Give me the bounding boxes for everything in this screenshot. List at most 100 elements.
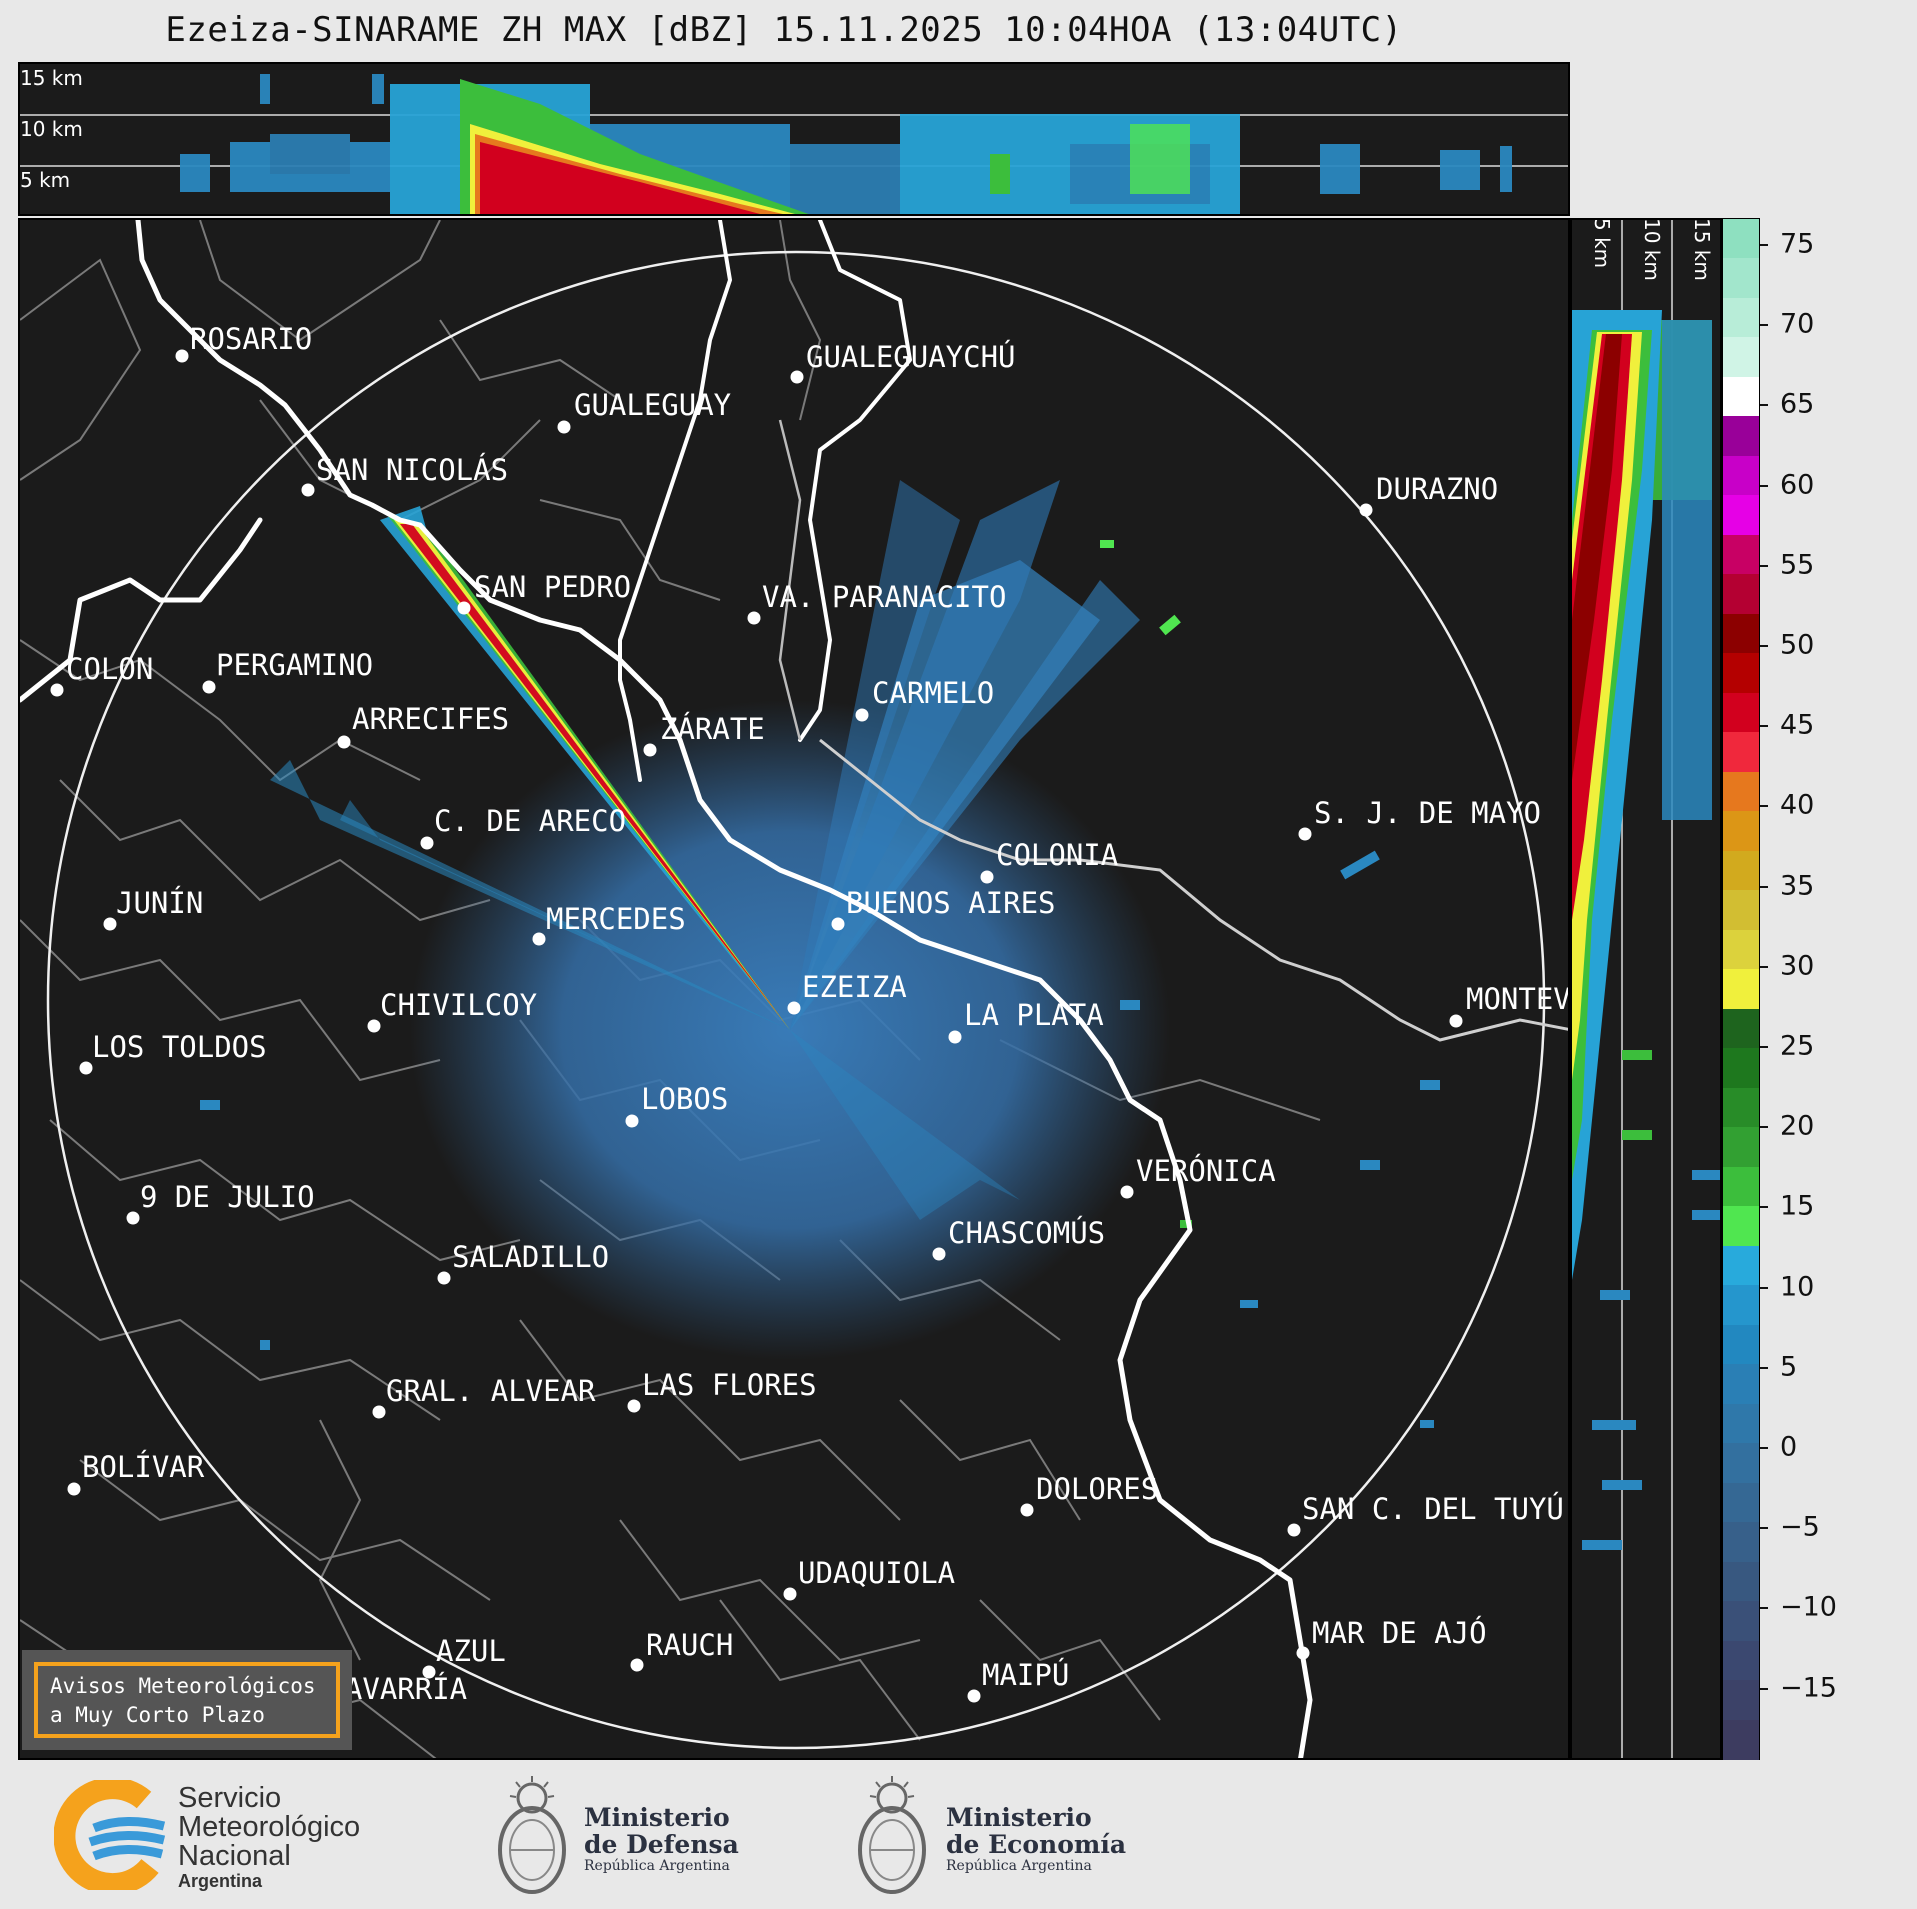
smn-logo-text: Servicio Meteorológico Nacional Argentin… <box>178 1784 360 1892</box>
city-label-udaquiola: UDAQUIOLA <box>798 1556 956 1590</box>
top-height-cross-section: 15 km 10 km 5 km <box>18 62 1570 216</box>
colorbar-tick-label: 10 <box>1780 1271 1815 1303</box>
city-dot-gral-alvear <box>372 1405 386 1419</box>
colorbar-tick <box>1760 1046 1768 1048</box>
colorbar-segment <box>1723 1601 1759 1642</box>
city-label-chivilcoy: CHIVILCOY <box>380 988 538 1022</box>
city-label-arrecifes: ARRECIFES <box>352 702 510 736</box>
city-label-saladillo: SALADILLO <box>452 1240 610 1274</box>
side-section-plot <box>1572 220 1720 1758</box>
colorbar-tick-label: 0 <box>1780 1431 1798 1463</box>
colorbar-segment <box>1723 1206 1759 1247</box>
city-label-rauch: RAUCH <box>646 1628 734 1662</box>
colorbar-tick-label: −5 <box>1780 1511 1820 1543</box>
colorbar-segment <box>1723 258 1759 299</box>
radar-map[interactable]: ROSARIO GUALEGUAYCHÚ GUALEGUAY SAN NICOL… <box>18 218 1570 1760</box>
economia-emblem-icon <box>858 1776 926 1894</box>
city-label-carmelo: CARMELO <box>872 676 995 710</box>
city-dot-9-de-julio <box>126 1211 140 1225</box>
top-height-label-5: 5 km <box>20 168 71 192</box>
city-dot-mercedes <box>532 932 546 946</box>
smn-line-1: Servicio <box>178 1782 282 1814</box>
colorbar-segment <box>1723 850 1759 891</box>
radar-map-svg <box>20 220 1568 1758</box>
colorbar-segment <box>1723 653 1759 694</box>
colorbar-segment <box>1723 297 1759 339</box>
city-dot-ezeiza <box>787 1001 801 1015</box>
city-label-san-nicolas: SAN NICOLÁS <box>316 453 509 487</box>
colorbar-tick <box>1760 1126 1768 1129</box>
city-label-los-toldos: LOS TOLDOS <box>92 1030 267 1064</box>
city-dot-carmelo <box>855 708 869 722</box>
colorbar-segment <box>1723 1285 1759 1326</box>
colorbar-tick <box>1760 324 1768 327</box>
warning-line-2: a Muy Corto Plazo <box>50 1703 265 1727</box>
colorbar-segment <box>1723 1482 1759 1523</box>
city-label-durazno: DURAZNO <box>1376 472 1499 506</box>
colorbar-tick <box>1760 1206 1768 1209</box>
city-label-c-de-areco: C. DE ARECO <box>434 804 627 838</box>
side-height-label-5: 5 km <box>1590 218 1614 269</box>
city-label-ezeiza: EZEIZA <box>802 970 907 1004</box>
city-label-las-flores: LAS FLORES <box>642 1368 817 1402</box>
city-label-la-plata: LA PLATA <box>964 998 1104 1032</box>
chart-title: Ezeiza-SINARAME ZH MAX [dBZ] 15.11.2025 … <box>165 10 1403 50</box>
colorbar-tick <box>1760 564 1768 567</box>
city-dot-bolivar <box>67 1482 81 1496</box>
defensa-emblem-icon <box>498 1776 566 1894</box>
city-dot-durazno <box>1359 503 1373 517</box>
city-dot-montevideo <box>1449 1014 1463 1028</box>
city-dot-pergamino <box>202 680 216 694</box>
city-dot-rosario <box>175 349 189 363</box>
colorbar-tick-label: 65 <box>1780 388 1815 420</box>
radar-echoes <box>200 480 1440 1428</box>
colorbar-tick-label: 40 <box>1780 789 1815 821</box>
warning-box-inner: Avisos Meteorológicos a Muy Corto Plazo <box>34 1662 340 1738</box>
economia-line-1: Ministerio <box>946 1803 1092 1832</box>
city-dot-san-nicolas <box>301 483 315 497</box>
colorbar-tick-label: −15 <box>1780 1672 1837 1704</box>
city-dot-junin <box>103 917 117 931</box>
city-label-san-c-del-tuyu: SAN C. DEL TUYÚ <box>1302 1492 1564 1526</box>
economia-logo-text: Ministerio de Economía República Argenti… <box>946 1804 1126 1874</box>
top-section-plot <box>20 74 1568 214</box>
city-dot-gualeguaychu <box>790 370 804 384</box>
colorbar-tick <box>1760 1527 1768 1530</box>
city-dot-las-flores <box>627 1399 641 1413</box>
city-label-rosario: ROSARIO <box>190 322 313 356</box>
city-label-montevideo: MONTEV <box>1466 982 1570 1016</box>
city-label-lobos: LOBOS <box>641 1082 729 1116</box>
colorbar-segment <box>1723 376 1759 418</box>
colorbar-tick <box>1760 1447 1768 1449</box>
top-height-label-10: 10 km <box>20 117 83 141</box>
colorbar-tick <box>1760 885 1768 888</box>
colorbar-segment <box>1723 1680 1759 1721</box>
city-dot-maipu <box>967 1689 981 1703</box>
smn-line-3: Nacional <box>178 1840 291 1872</box>
colorbar-segment <box>1723 495 1759 536</box>
defensa-line-3: República Argentina <box>584 1858 730 1874</box>
colorbar-segment <box>1723 1087 1759 1128</box>
uruguay-coast <box>819 738 1568 1042</box>
city-dot-la-plata <box>948 1030 962 1044</box>
dbz-colorbar <box>1722 218 1760 1760</box>
footer: Servicio Meteorológico Nacional Argentin… <box>0 1762 1917 1909</box>
colorbar-tick-label: 15 <box>1780 1190 1815 1222</box>
colorbar-segment <box>1723 534 1759 575</box>
city-dot-udaquiola <box>783 1587 797 1601</box>
colorbar-tick-label: 35 <box>1780 870 1815 902</box>
colorbar-tick-label: 50 <box>1780 629 1815 661</box>
colorbar-segment <box>1723 1719 1759 1760</box>
colorbar-segment <box>1723 1522 1759 1563</box>
city-dot-sj-de-mayo <box>1298 827 1312 841</box>
city-dot-colonia <box>980 870 994 884</box>
city-label-colonia: COLONIA <box>996 838 1119 872</box>
city-label-9-de-julio: 9 DE JULIO <box>140 1180 315 1214</box>
warning-box[interactable]: Avisos Meteorológicos a Muy Corto Plazo <box>22 1650 352 1750</box>
colorbar-segment <box>1723 969 1759 1010</box>
city-label-veronica: VERÓNICA <box>1136 1154 1276 1188</box>
city-label-mercedes: MERCEDES <box>546 902 686 936</box>
colorbar-tick-label: 25 <box>1780 1030 1815 1062</box>
colorbar-segment <box>1723 1443 1759 1484</box>
smn-line-4: Argentina <box>178 1871 263 1891</box>
